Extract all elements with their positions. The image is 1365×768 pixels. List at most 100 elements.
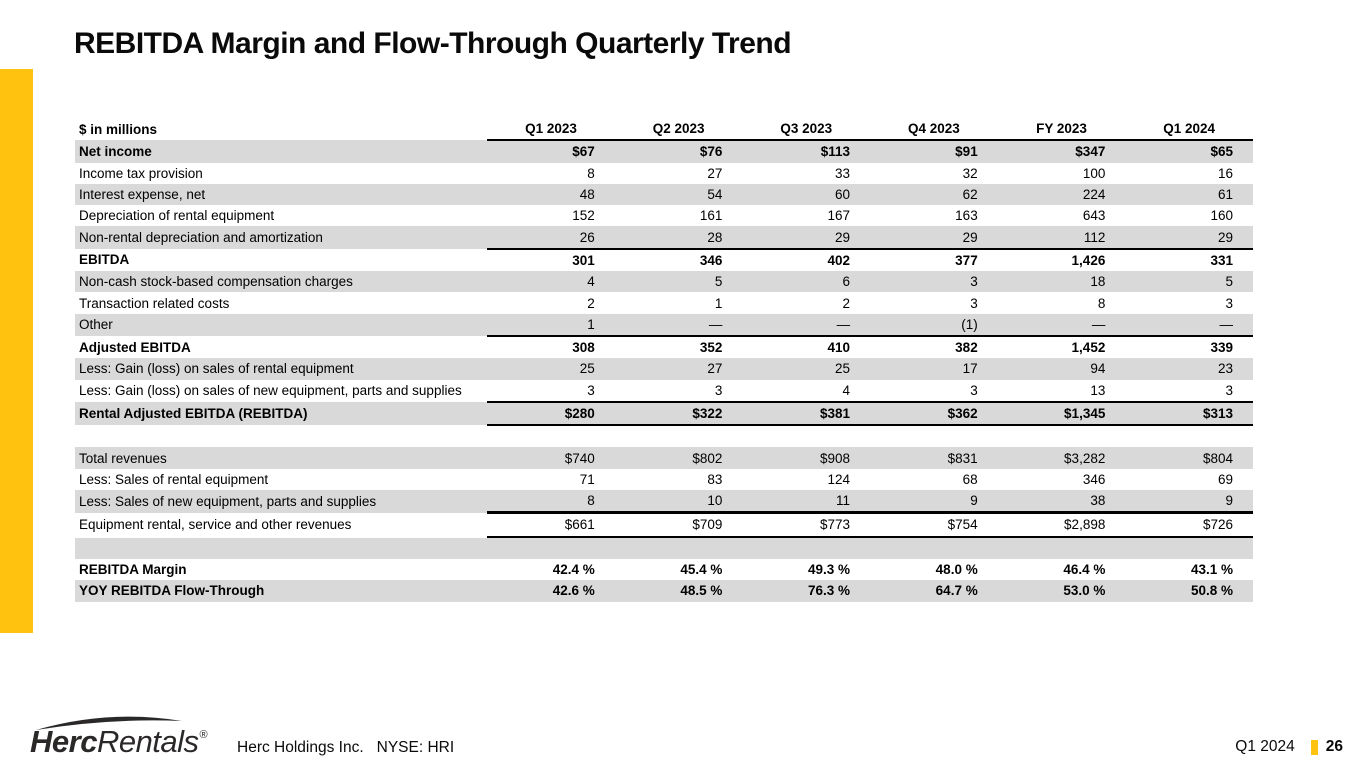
logo-text-bold: Herc	[30, 724, 97, 759]
cell-value: 29	[870, 226, 998, 250]
company-name: Herc Holdings Inc.	[237, 739, 364, 756]
cell-value: 402	[827, 252, 851, 268]
cell-value: 25	[579, 361, 595, 377]
cell-value: —	[614, 313, 743, 337]
cell-value: 11	[742, 490, 871, 515]
cell-value: 50.8 %	[1190, 583, 1233, 599]
cell-value: 10	[614, 490, 743, 515]
cell-value: 43.1 %	[1190, 562, 1233, 578]
logo-swoosh-icon	[36, 716, 182, 730]
table-row: Equipment rental, service and other reve…	[75, 512, 1253, 538]
table-row: Non-rental depreciation and amortization…	[75, 226, 1253, 250]
cell-value: 45.4 %	[680, 562, 723, 578]
row-label: Interest expense, net	[79, 187, 206, 203]
cell-value: 48.0 %	[935, 562, 978, 578]
cell-value: 1	[714, 295, 723, 311]
table-row: Interest expense, net 48 54 60 62 224 61	[75, 183, 1253, 206]
cell-value: $709	[614, 512, 743, 538]
cell-value: 5	[1225, 274, 1233, 290]
column-header: Q1 2024	[1125, 118, 1253, 142]
cell-value: $3,282	[1064, 450, 1106, 466]
row-label: Rental Adjusted EBITDA (REBITDA)	[79, 406, 308, 421]
cell-value: $362	[870, 401, 998, 427]
cell-value: $91	[955, 144, 978, 160]
cell-value: 160	[1210, 208, 1233, 224]
cell-value: 71	[579, 471, 595, 487]
cell-value: 64.7 %	[935, 583, 978, 599]
cell-value: 3	[970, 274, 978, 290]
cell-value: $1,345	[997, 401, 1126, 427]
cell-value: $280	[487, 401, 615, 427]
cell-value: 377	[955, 252, 978, 268]
cell-value: $2,898	[997, 512, 1126, 538]
cell-value: —	[742, 313, 871, 337]
period-label: Q1 2024	[1235, 738, 1295, 755]
page-number: 26	[1325, 738, 1343, 755]
cell-value: 224	[1082, 187, 1106, 203]
cell-value: 54	[707, 187, 723, 203]
table-row: Net income $67 $76 $113 $91 $347 $65	[75, 140, 1253, 163]
page-title: REBITDA Margin and Flow-Through Quarterl…	[74, 27, 792, 60]
row-label: Less: Sales of new equipment, parts and …	[79, 493, 377, 509]
cell-value: $381	[742, 401, 871, 427]
row-label: Non-cash stock-based compensation charge…	[79, 274, 353, 290]
cell-value: 3	[1225, 295, 1233, 311]
table-row: Transaction related costs 2 1 2 3 8 3	[75, 292, 1253, 313]
cell-value: 2	[587, 295, 595, 311]
cell-value: 9	[1125, 490, 1253, 515]
cell-value: 3	[970, 295, 978, 311]
cell-value: 49.3 %	[808, 562, 851, 578]
cell-value: $908	[820, 450, 851, 466]
column-header: Q3 2023	[742, 118, 871, 142]
cell-value: 27	[707, 165, 723, 181]
cell-value: $313	[1125, 401, 1253, 427]
table-row: Less: Gain (loss) on sales of new equipm…	[75, 379, 1253, 403]
row-label: Less: Gain (loss) on sales of rental equ…	[79, 361, 354, 377]
column-header: Q4 2023	[870, 118, 998, 142]
cell-value: 152	[572, 208, 595, 224]
cell-value: 4	[587, 274, 595, 290]
cell-value: 1	[487, 313, 615, 337]
table-row: Total revenues $740 $802 $908 $831 $3,282 $804	[75, 447, 1253, 469]
footer-company-line: Herc Holdings Inc. NYSE: HRI	[237, 739, 454, 757]
cell-value: 346	[1082, 471, 1106, 487]
cell-value: 17	[962, 361, 978, 377]
cell-value: 61	[1217, 187, 1233, 203]
unit-label: $ in millions	[79, 121, 158, 137]
cell-value: 8	[487, 490, 615, 515]
cell-value: 18	[1090, 274, 1106, 290]
row-label: EBITDA	[79, 252, 130, 268]
cell-value: 42.4 %	[552, 562, 595, 578]
financial-table: $ in millions Q1 2023 Q2 2023 Q3 2023 Q4…	[75, 118, 1253, 602]
cell-value: (1)	[870, 313, 998, 337]
row-label: Income tax provision	[79, 165, 203, 181]
cell-value: 9	[870, 490, 998, 515]
table-row: YOY REBITDA Flow-Through 42.6 % 48.5 % 76.3…	[75, 580, 1253, 602]
spacer-row	[75, 536, 1253, 559]
cell-value: 25	[835, 361, 851, 377]
row-label: Transaction related costs	[79, 295, 230, 311]
cell-value: 3	[487, 379, 615, 403]
cell-value: 27	[707, 361, 723, 377]
cell-value: 62	[962, 187, 978, 203]
cell-value: 163	[955, 208, 978, 224]
cell-value: 28	[614, 226, 743, 250]
row-label: Depreciation of rental equipment	[79, 208, 275, 224]
cell-value: 38	[997, 490, 1126, 515]
cell-value: $754	[870, 512, 998, 538]
column-header: FY 2023	[997, 118, 1126, 142]
cell-value: 48	[579, 187, 595, 203]
table-row: Less: Sales of new equipment, parts and …	[75, 490, 1253, 515]
logo-wordmark: HercRentals®	[30, 724, 208, 760]
cell-value: 32	[962, 165, 978, 181]
table-row: Rental Adjusted EBITDA (REBITDA) $280 $322…	[75, 401, 1253, 427]
cell-value: $76	[699, 144, 723, 160]
cell-value: 352	[699, 340, 723, 356]
row-label: Total revenues	[79, 450, 167, 466]
row-label: Less: Gain (loss) on sales of new equipm…	[79, 383, 462, 399]
cell-value: $65	[1210, 144, 1233, 160]
cell-value: 6	[842, 274, 851, 290]
cell-value: 308	[572, 340, 595, 356]
cell-value: 301	[572, 252, 595, 268]
